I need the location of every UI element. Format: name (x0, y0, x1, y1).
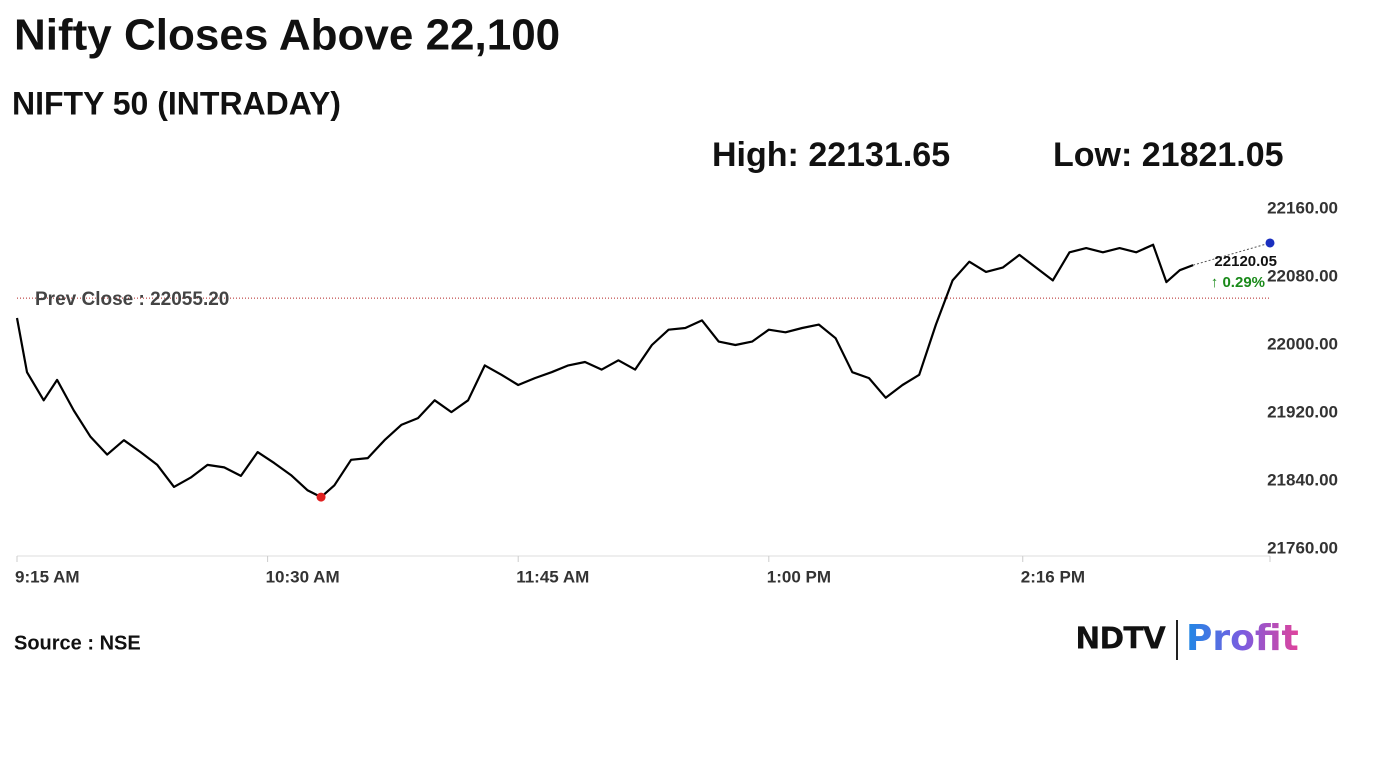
close-connector (1193, 242, 1271, 266)
logo-ndtv: NDTV (1075, 622, 1166, 657)
close-marker (1265, 238, 1275, 248)
high-text: High: 22131.65 (712, 136, 950, 174)
low-text: Low: 21821.05 (1053, 136, 1284, 174)
low-label: Low: (1053, 136, 1132, 174)
logo-profit: Profit (1186, 618, 1299, 659)
y-tick-label: 21920.00 (1267, 402, 1338, 421)
y-tick-label: 22160.00 (1267, 198, 1338, 217)
prev-close-label: Prev Close : 22055.20 (35, 289, 229, 310)
x-tick-label: 2:16 PM (1021, 567, 1085, 586)
y-tick-label: 21840.00 (1267, 470, 1338, 489)
low-marker (316, 492, 326, 502)
low-value: 21821.05 (1142, 136, 1284, 174)
chart-title: Nifty Closes Above 22,100 (14, 11, 560, 60)
last-value: 22120.05 (1214, 253, 1277, 270)
x-tick-label: 1:00 PM (767, 567, 831, 586)
high-value: 22131.65 (808, 136, 950, 174)
price-line (15, 243, 1194, 499)
source: Source : NSE (14, 632, 141, 654)
y-tick-label: 22000.00 (1267, 334, 1338, 353)
y-tick-label: 21760.00 (1267, 538, 1338, 557)
high-label: High: (712, 136, 799, 174)
x-tick-label: 10:30 AM (266, 567, 340, 586)
x-tick-label: 9:15 AM (15, 567, 80, 586)
x-tick-label: 11:45 AM (516, 567, 589, 586)
change-label: ↑ 0.29% (1211, 274, 1265, 291)
y-tick-label: 22080.00 (1267, 266, 1338, 285)
chart-subtitle: NIFTY 50 (INTRADAY) (12, 85, 341, 121)
